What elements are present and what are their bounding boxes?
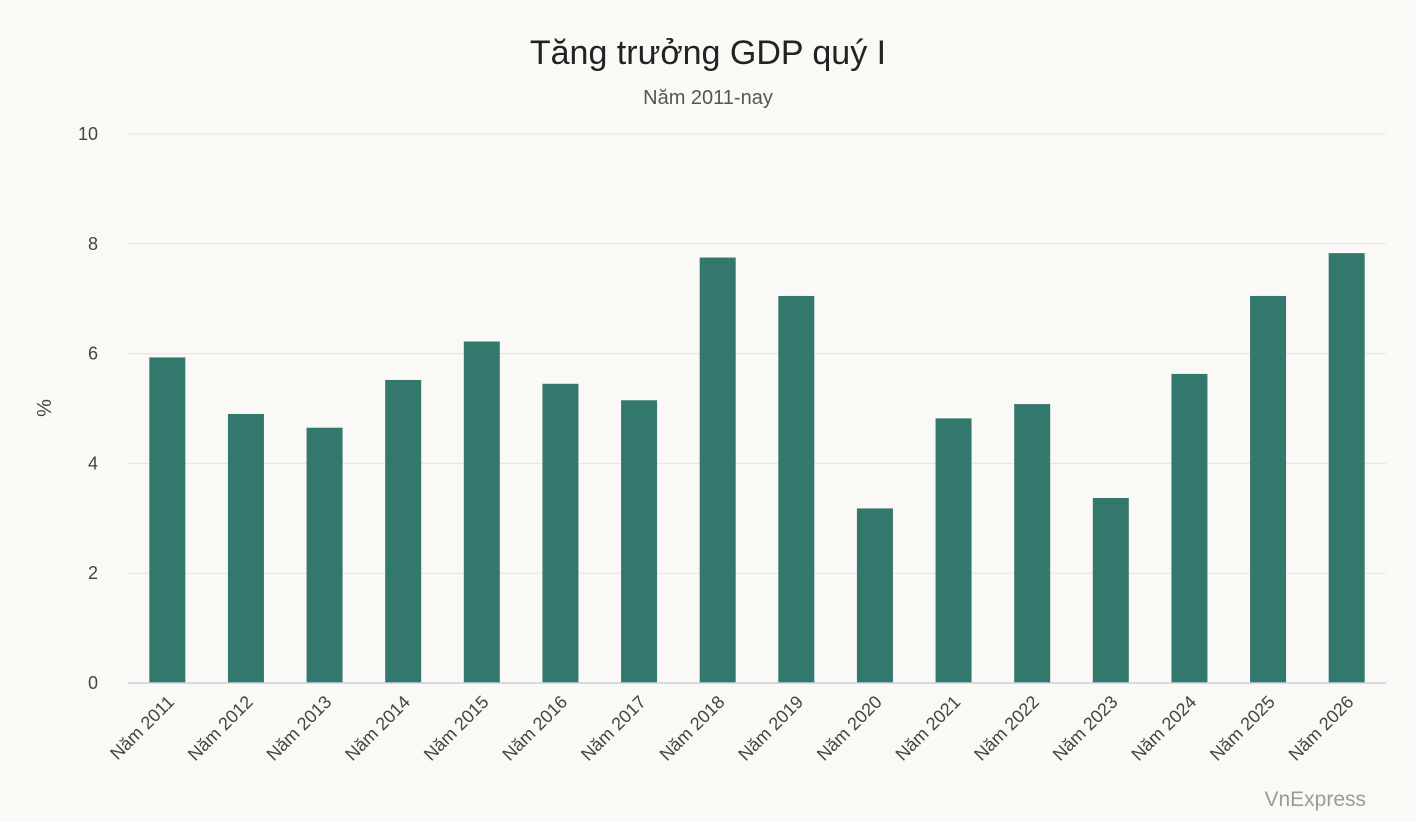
source-watermark: VnExpress [1264,788,1366,811]
x-tick-label: Năm 2017 [577,692,650,765]
bar [699,257,736,683]
bar [385,379,422,683]
bar [1250,295,1287,683]
y-axis-title: % [34,399,56,417]
bar [621,400,658,683]
bar [463,341,500,683]
bar [778,295,815,683]
y-tick-label: 6 [88,344,98,364]
bar [227,413,264,683]
bar [1328,253,1365,683]
chart-title: Tăng trưởng GDP quý I [529,34,887,72]
x-tick-label: Năm 2021 [892,692,965,765]
x-tick-label: Năm 2019 [734,692,807,765]
y-tick-label: 10 [78,124,98,144]
y-tick-label: 4 [88,453,98,473]
y-tick-label: 0 [88,673,98,693]
x-tick-label: Năm 2025 [1206,692,1279,765]
x-tick-label: Năm 2011 [106,692,178,764]
x-tick-label: Năm 2012 [184,692,257,765]
x-tick-label: Năm 2023 [1049,692,1122,765]
bar [306,427,343,683]
bar [1092,497,1129,683]
bar [856,508,893,683]
x-tick-label: Năm 2018 [656,692,729,765]
chart-subtitle: Năm 2011-nay [643,87,773,109]
bars [149,253,1365,683]
x-tick-label: Năm 2020 [813,692,886,765]
x-tick-label: Năm 2026 [1285,692,1358,765]
x-tick-label: Năm 2013 [263,692,336,765]
bar [1014,404,1051,683]
x-tick-label: Năm 2016 [498,692,571,765]
x-tick-label: Năm 2024 [1127,692,1200,765]
y-tick-label: 8 [88,234,98,254]
y-tick-label: 2 [88,563,98,583]
bar [1171,373,1208,683]
bar [542,383,579,683]
x-tick-label: Năm 2014 [341,692,414,765]
x-tick-label: Năm 2015 [420,692,493,765]
bar [935,418,972,683]
bar [149,357,186,683]
x-tick-label: Năm 2022 [970,692,1043,765]
